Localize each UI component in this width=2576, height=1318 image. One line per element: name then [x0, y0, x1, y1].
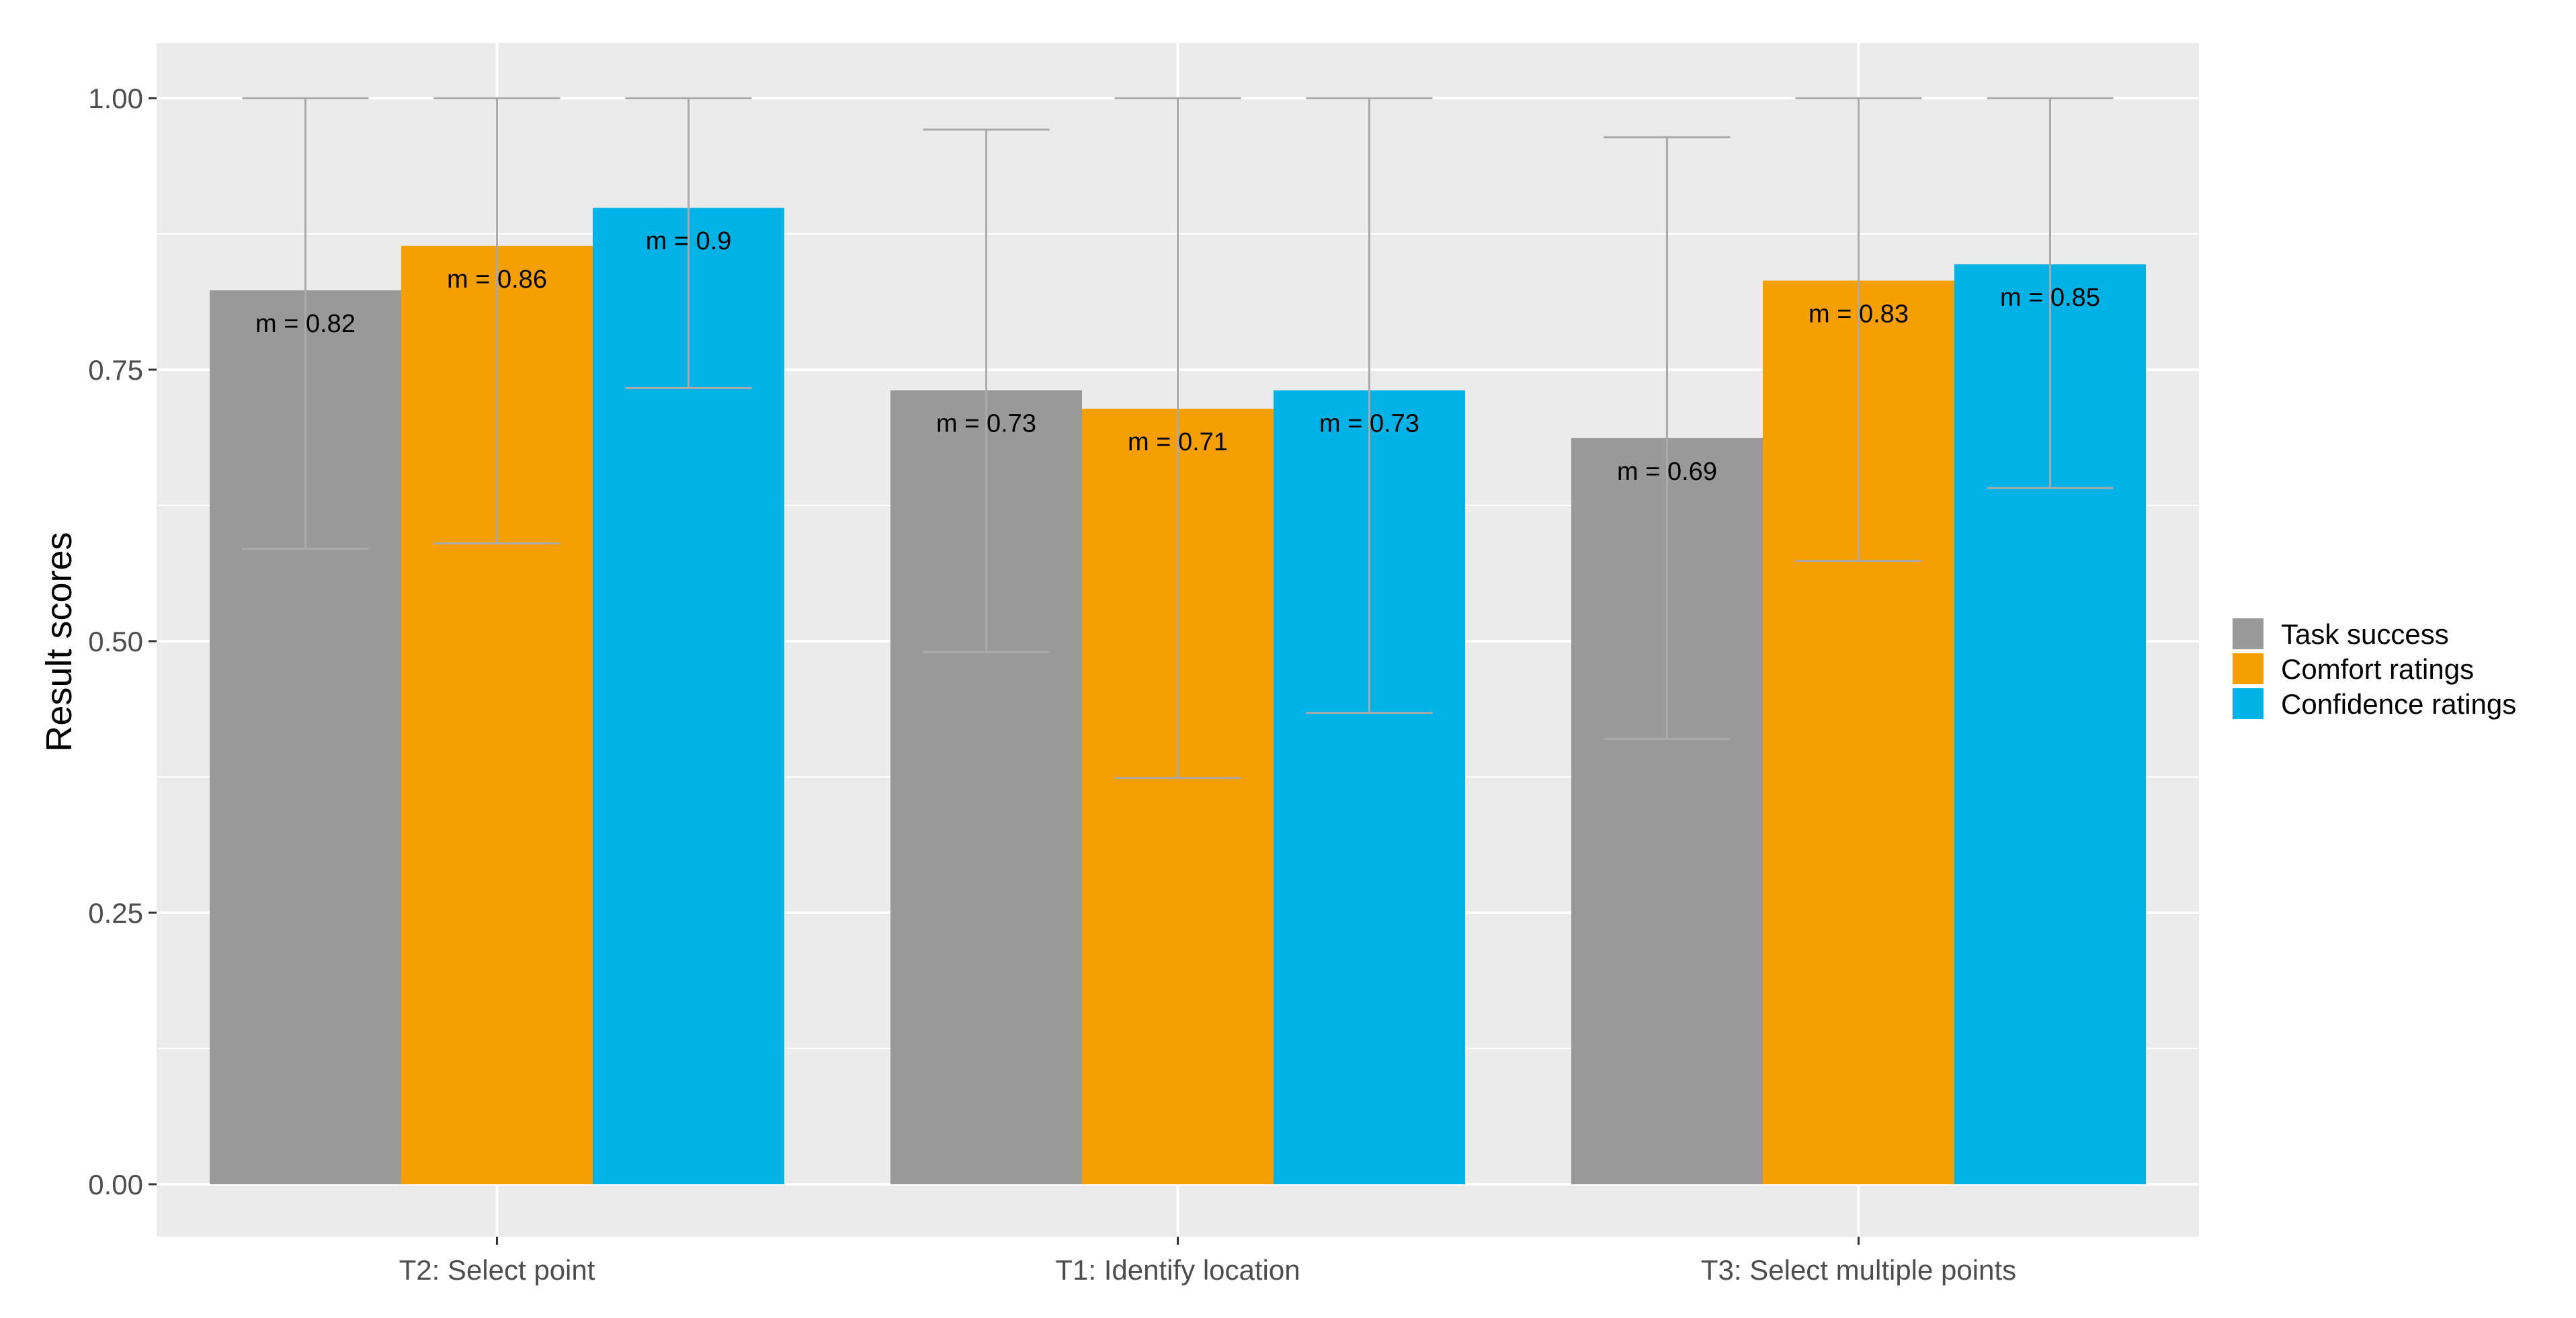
y-tick-label: 0.50 [88, 626, 143, 657]
bar-value-label: m = 0.73 [1319, 410, 1419, 438]
y-tick-label: 0.00 [88, 1169, 143, 1200]
legend-key [2233, 618, 2263, 649]
y-tick-label: 0.75 [88, 354, 143, 386]
bar-value-label: m = 0.85 [2000, 284, 2100, 312]
bar-value-label: m = 0.9 [646, 227, 732, 255]
bar-value-label: m = 0.86 [447, 265, 547, 294]
bars [210, 208, 2146, 1185]
legend-key [2233, 688, 2263, 719]
legend-label: Task success [2281, 618, 2449, 650]
bar-labels: m = 0.82 m = 0.86 m = 0.9 m = 0.73 m = 0.71 m… [255, 227, 2100, 486]
y-tick-label: 0.25 [88, 897, 143, 929]
error-bars [242, 97, 2114, 780]
legend-label: Confidence ratings [2281, 688, 2516, 720]
x-axis: T2: Select point T1: Identify location T3:… [399, 1237, 2016, 1286]
bar-value-label: m = 0.82 [255, 310, 356, 338]
x-tick-label: T1: Identify location [1055, 1254, 1300, 1286]
bar-value-label: m = 0.69 [1617, 458, 1717, 486]
y-axis: 0.00 0.25 0.50 0.75 1.00 [88, 83, 157, 1200]
legend-label: Comfort ratings [2281, 653, 2474, 685]
y-tick-label: 1.00 [88, 83, 143, 114]
bar-value-label: m = 0.73 [936, 410, 1036, 438]
x-tick-label: T3: Select multiple points [1701, 1254, 2016, 1286]
bar-value-label: m = 0.83 [1809, 300, 1909, 328]
bar-value-label: m = 0.71 [1128, 428, 1228, 456]
y-axis-title: Result scores [39, 532, 79, 751]
legend-key [2233, 653, 2263, 684]
x-tick-label: T2: Select point [399, 1254, 595, 1286]
